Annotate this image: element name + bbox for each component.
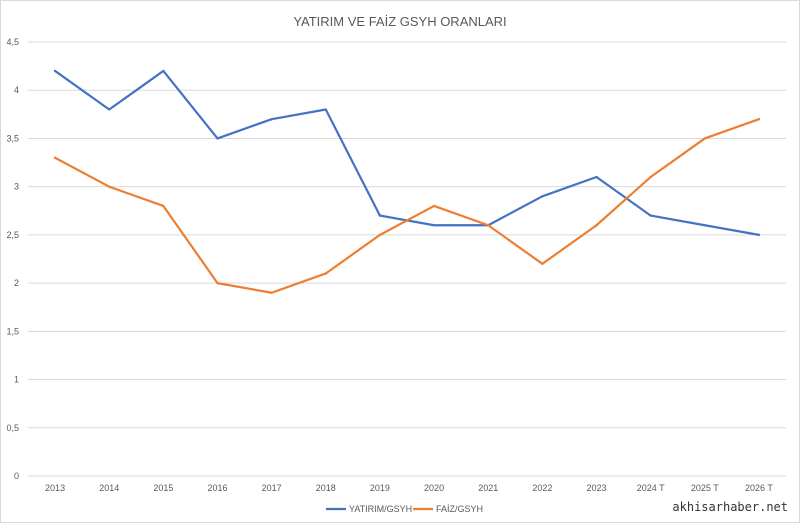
data-point (378, 233, 382, 236)
series-lines (53, 69, 761, 294)
x-tick-label: 2013 (45, 483, 65, 493)
x-tick-label: 2015 (153, 483, 173, 493)
x-tick-label: 2018 (316, 483, 336, 493)
y-axis-ticks: 0 0,5 1 1,5 2 2,5 3 3,5 4 4,5 (6, 37, 19, 481)
data-point (270, 291, 273, 294)
x-tick-label: 2024 T (637, 483, 665, 493)
data-point (595, 175, 598, 179)
chart-title: YATIRIM VE FAİZ GSYH ORANLARI (293, 14, 506, 29)
data-point (162, 69, 165, 73)
legend-label: FAİZ/GSYH (436, 504, 483, 514)
watermark-text: akhisarhaber.net (666, 498, 794, 516)
series-line-2 (53, 118, 761, 294)
x-tick-label: 2014 (99, 483, 119, 493)
data-point (378, 214, 382, 217)
data-point (162, 204, 165, 208)
data-point (324, 272, 327, 275)
x-tick-label: 2026 T (745, 483, 773, 493)
series-line-1 (53, 69, 761, 236)
data-point (703, 137, 706, 140)
y-tick-label: 4 (14, 85, 19, 95)
data-point (487, 224, 490, 227)
x-tick-label: 2016 (207, 483, 227, 493)
x-axis-ticks: 2013 2014 2015 2016 2017 2018 2019 2020 2021 2022… (45, 483, 773, 493)
data-point (649, 175, 652, 179)
y-tick-label: 3,5 (6, 133, 19, 143)
y-tick-label: 1 (14, 375, 19, 385)
data-point (216, 282, 219, 285)
data-point (757, 118, 761, 121)
data-point (108, 185, 111, 188)
legend-label: YATIRIM/GSYH (349, 504, 412, 514)
y-tick-label: 1,5 (6, 326, 19, 336)
x-tick-label: 2020 (424, 483, 444, 493)
x-tick-label: 2023 (586, 483, 606, 493)
data-point (757, 233, 761, 236)
data-point (541, 262, 544, 265)
x-tick-label: 2022 (532, 483, 552, 493)
y-tick-label: 4,5 (6, 37, 19, 47)
data-point (216, 137, 219, 140)
data-point (595, 224, 598, 227)
data-point (53, 156, 57, 159)
data-point (53, 69, 57, 73)
data-point (108, 108, 111, 111)
x-tick-label: 2019 (370, 483, 390, 493)
y-tick-label: 2 (14, 278, 19, 288)
data-point (541, 195, 544, 198)
x-tick-label: 2017 (262, 483, 282, 493)
x-tick-label: 2025 T (691, 483, 719, 493)
data-point (649, 214, 652, 217)
data-point (432, 224, 436, 227)
gridlines (28, 41, 786, 477)
data-point (324, 108, 327, 111)
data-point (270, 118, 273, 121)
y-tick-label: 3 (14, 182, 19, 192)
data-point (703, 224, 706, 227)
legend: YATIRIM/GSYH FAİZ/GSYH (326, 504, 483, 514)
y-tick-label: 0,5 (6, 423, 19, 433)
x-tick-label: 2021 (478, 483, 498, 493)
y-tick-label: 0 (14, 471, 19, 481)
data-point (432, 204, 436, 208)
y-tick-label: 2,5 (6, 230, 19, 240)
